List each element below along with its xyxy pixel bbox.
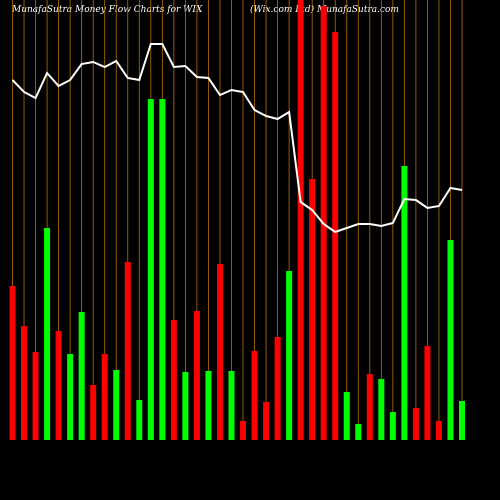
bar — [55, 331, 62, 440]
bar — [170, 320, 177, 440]
bar — [124, 262, 131, 440]
bar — [159, 99, 166, 440]
bar — [147, 99, 154, 440]
bar — [286, 271, 293, 440]
bar — [343, 392, 350, 440]
bar — [355, 424, 362, 440]
bar — [113, 370, 120, 440]
chart-title: MunafaSutra Money Flow Charts for WIX — [11, 5, 203, 15]
bar — [378, 379, 385, 440]
bar — [44, 228, 51, 440]
bar — [412, 408, 419, 440]
bar — [136, 400, 143, 440]
bar — [228, 371, 235, 440]
bar — [263, 402, 270, 440]
bar — [447, 240, 454, 440]
bar — [90, 385, 97, 440]
bar — [101, 354, 108, 440]
bar — [309, 179, 316, 440]
bar — [67, 354, 74, 440]
bar — [21, 326, 28, 440]
bar — [297, 0, 304, 440]
bar — [401, 166, 408, 440]
bar — [205, 371, 212, 440]
bar — [78, 312, 85, 440]
bar — [216, 264, 223, 440]
bar — [9, 286, 16, 440]
bar — [182, 372, 189, 440]
bar — [240, 421, 247, 440]
bar — [251, 351, 258, 440]
bar — [366, 374, 373, 440]
bar — [459, 401, 465, 440]
bar — [32, 352, 39, 440]
bar — [435, 421, 442, 440]
bar — [332, 32, 339, 440]
bar — [389, 412, 396, 440]
money-flow-line — [11, 43, 463, 234]
bar — [424, 346, 431, 440]
bar — [193, 311, 200, 440]
bar — [274, 337, 281, 440]
